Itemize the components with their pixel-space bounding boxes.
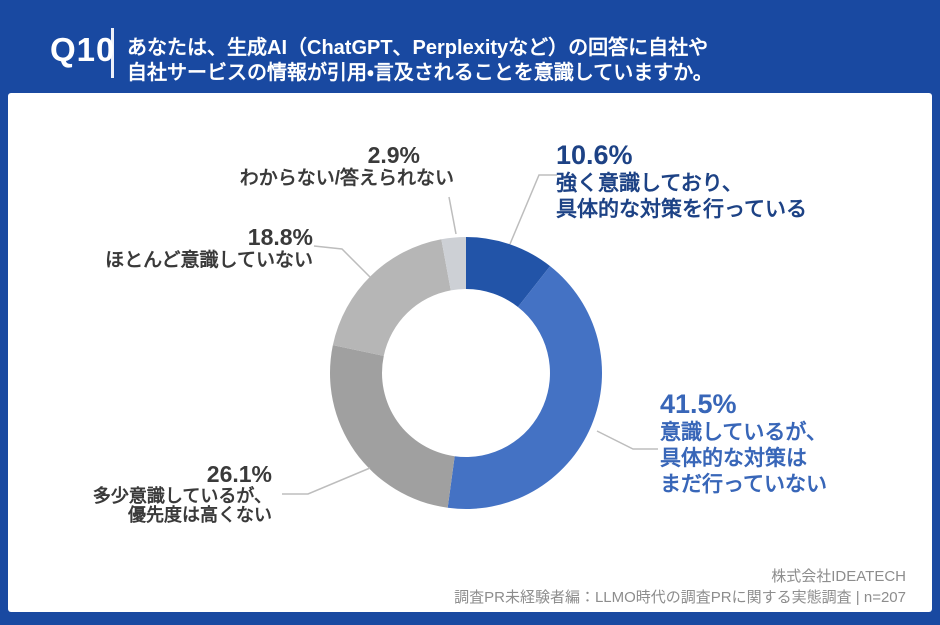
- leader-line-0: [509, 174, 557, 245]
- company-name: 株式会社IDEATECH: [771, 568, 906, 585]
- segment-label: 具体的な対策を行っている: [556, 198, 807, 221]
- donut-segments: [329, 237, 603, 510]
- segment-label: まだ行っていない: [660, 473, 827, 496]
- callout-somewhat-aware: 26.1% 多少意識しているが、 優先度は高くない: [93, 461, 272, 525]
- leader-line-3: [313, 245, 371, 278]
- donut-segment-3: [332, 239, 451, 356]
- leader-line-1: [596, 430, 658, 450]
- segment-label: わからない/答えられない: [239, 168, 454, 189]
- callout-dont-know: 2.9% わからない/答えられない: [240, 142, 454, 189]
- donut-segment-4: [441, 237, 466, 291]
- segment-label: 意識しているが、: [660, 421, 827, 444]
- question-number: Q10: [50, 31, 116, 68]
- callout-rarely-aware: 18.8% ほとんど意識していない: [105, 224, 313, 271]
- donut-segment-1: [447, 266, 603, 510]
- content-card: [8, 93, 932, 612]
- percent-value: 10.6%: [556, 140, 633, 170]
- donut-segment-0: [466, 237, 551, 307]
- question-text-line2: 自社サービスの情報が引用・言及されることを意識していますか。: [127, 62, 713, 84]
- question-text: あなたは、生成AI（ChatGPT、Perplexityなど）の回答に自社や 自…: [127, 36, 713, 86]
- percent-value: 18.8%: [247, 224, 313, 250]
- leader-line-2: [282, 467, 371, 495]
- percent-value: 41.5%: [660, 389, 737, 419]
- callout-strong-awareness: 10.6% 強く意識しており、 具体的な対策を行っている: [556, 139, 807, 223]
- percent-value: 26.1%: [206, 461, 272, 487]
- leader-lines: [282, 174, 658, 495]
- callout-aware-no-action: 41.5% 意識しているが、 具体的な対策は まだ行っていない: [660, 388, 827, 498]
- segment-label: 具体的な対策は: [660, 447, 807, 470]
- donut-segment-2: [329, 345, 455, 508]
- segment-label: 多少意識しているが、: [92, 486, 272, 506]
- question-text-line1: あなたは、生成AI（ChatGPT、Perplexityなど）の回答に自社や: [127, 37, 709, 59]
- leader-line-4: [448, 196, 457, 235]
- header-divider: [111, 28, 114, 78]
- percent-value: 2.9%: [367, 142, 420, 168]
- segment-label: ほとんど意識していない: [105, 250, 313, 271]
- segment-label: 優先度は高くない: [128, 505, 272, 525]
- segment-label: 強く意識しており、: [556, 172, 743, 195]
- footer: 株式会社IDEATECH 調査PR未経験者編：LLMO時代の調査PRに関する実態…: [454, 566, 906, 608]
- survey-caption: 調査PR未経験者編：LLMO時代の調査PRに関する実態調査 | n=207: [454, 589, 906, 606]
